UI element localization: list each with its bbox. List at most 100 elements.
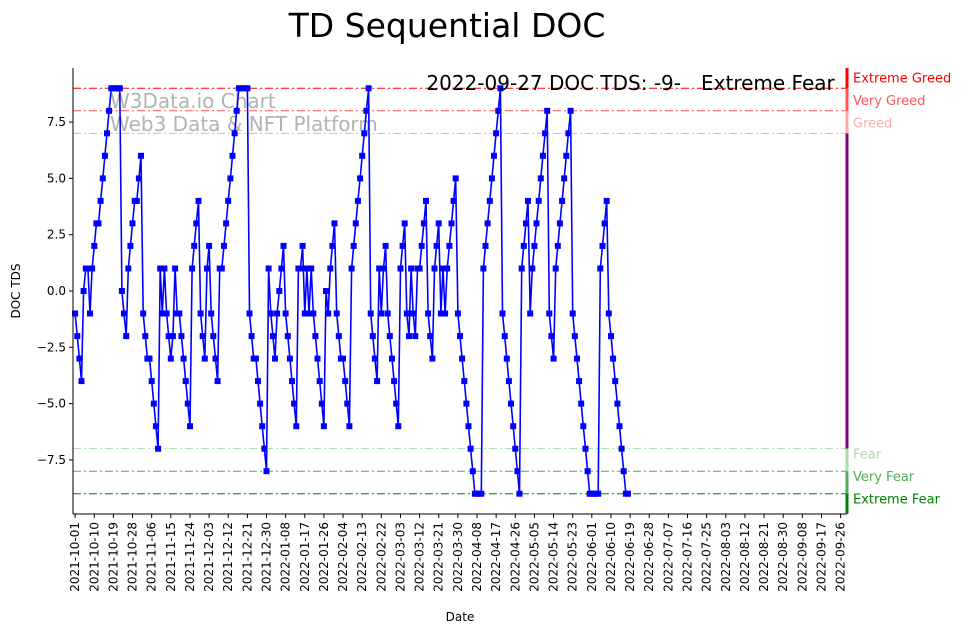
x-tick-label-18: 2022-03-12	[413, 522, 427, 592]
data-point-0	[72, 310, 79, 317]
data-point-44	[165, 333, 172, 340]
x-axis-title: Date	[446, 610, 475, 624]
data-point-43	[163, 310, 170, 317]
data-point-2	[76, 355, 83, 362]
data-point-183	[461, 378, 468, 385]
data-point-220	[539, 152, 546, 159]
data-point-132	[352, 220, 359, 227]
data-point-142	[374, 378, 381, 385]
data-point-193	[482, 242, 489, 249]
data-point-187	[469, 468, 476, 475]
data-point-158	[408, 265, 415, 272]
data-point-54	[187, 423, 193, 430]
data-point-123	[333, 310, 340, 317]
x-tick-label-14: 2022-02-04	[336, 522, 350, 592]
data-point-81	[244, 85, 251, 92]
data-point-256	[616, 423, 623, 430]
x-tick-label-0: 2021-10-01	[68, 522, 82, 592]
data-point-41	[159, 310, 166, 317]
x-tick-label-15: 2022-02-13	[355, 522, 369, 592]
data-point-182	[459, 355, 466, 362]
data-point-57	[193, 220, 200, 227]
series-line	[74, 87, 628, 495]
data-point-9	[91, 242, 98, 249]
data-point-227	[554, 242, 561, 249]
data-point-87	[257, 400, 264, 407]
x-tick-label-24: 2022-05-05	[527, 522, 541, 592]
data-point-171	[435, 220, 442, 227]
data-point-214	[527, 310, 534, 317]
data-point-204	[505, 378, 512, 385]
data-point-230	[561, 175, 568, 182]
x-tick-label-22: 2022-04-17	[489, 522, 503, 592]
data-point-53	[184, 400, 191, 407]
x-tick-label-4: 2021-11-06	[145, 522, 159, 592]
data-point-211	[520, 242, 527, 249]
data-point-119	[325, 310, 332, 317]
data-point-178	[450, 197, 457, 204]
data-point-122	[331, 220, 338, 227]
data-point-27	[129, 220, 136, 227]
data-point-36	[148, 378, 155, 385]
data-point-7	[87, 310, 93, 317]
data-point-253	[610, 355, 617, 362]
data-point-96	[276, 288, 283, 294]
data-point-83	[248, 333, 255, 340]
data-point-109	[303, 265, 310, 272]
data-point-38	[152, 423, 159, 430]
data-point-46	[169, 333, 176, 340]
data-point-65	[210, 333, 217, 340]
data-point-207	[512, 445, 519, 452]
x-tick-label-37: 2022-08-30	[776, 522, 790, 592]
data-point-31	[138, 152, 144, 159]
data-point-114	[314, 355, 321, 362]
data-point-225	[550, 355, 557, 362]
data-point-226	[552, 265, 559, 272]
data-point-26	[127, 242, 134, 249]
data-point-133	[354, 197, 361, 204]
data-point-58	[195, 197, 202, 204]
chart-title: TD Sequential DOC	[288, 6, 606, 45]
data-point-106	[297, 265, 304, 272]
data-point-229	[559, 197, 566, 204]
data-point-15	[104, 130, 110, 137]
data-point-146	[382, 242, 389, 249]
data-point-12	[97, 197, 104, 204]
data-point-99	[282, 310, 289, 317]
data-point-257	[618, 445, 625, 452]
data-point-247	[597, 265, 604, 272]
x-tick-label-27: 2022-06-01	[585, 522, 599, 592]
data-point-238	[578, 400, 585, 407]
data-point-251	[605, 310, 612, 317]
x-tick-label-23: 2022-04-26	[508, 522, 522, 592]
data-point-167	[427, 333, 434, 340]
data-point-60	[199, 333, 206, 340]
data-point-73	[227, 175, 234, 182]
data-point-47	[172, 265, 179, 272]
data-point-108	[301, 310, 308, 317]
data-point-196	[488, 175, 495, 182]
x-tick-label-33: 2022-07-25	[700, 522, 714, 592]
zone-label-3: Fear	[853, 448, 882, 463]
data-point-72	[225, 197, 232, 204]
x-tick-label-39: 2022-09-17	[814, 522, 828, 592]
y-tick-label-3: 0.0	[47, 284, 66, 298]
sentiment-zone-labels: Extreme Greed Very Greed Greed Fear Very Fea…	[853, 71, 951, 507]
data-point-215	[529, 265, 536, 272]
data-point-213	[525, 197, 531, 204]
data-point-82	[246, 310, 253, 317]
data-point-136	[361, 130, 368, 137]
data-point-202	[501, 333, 508, 340]
y-tick-label-2: −2.5	[37, 340, 66, 354]
status-level: Extreme Fear	[701, 71, 836, 95]
data-point-113	[312, 333, 319, 340]
data-point-29	[133, 197, 140, 204]
data-point-176	[446, 242, 453, 249]
data-point-115	[316, 378, 323, 385]
data-point-101	[286, 355, 293, 362]
data-point-180	[454, 310, 461, 317]
data-point-172	[437, 310, 444, 317]
data-point-143	[376, 265, 383, 272]
x-tick-label-35: 2022-08-12	[738, 522, 752, 592]
